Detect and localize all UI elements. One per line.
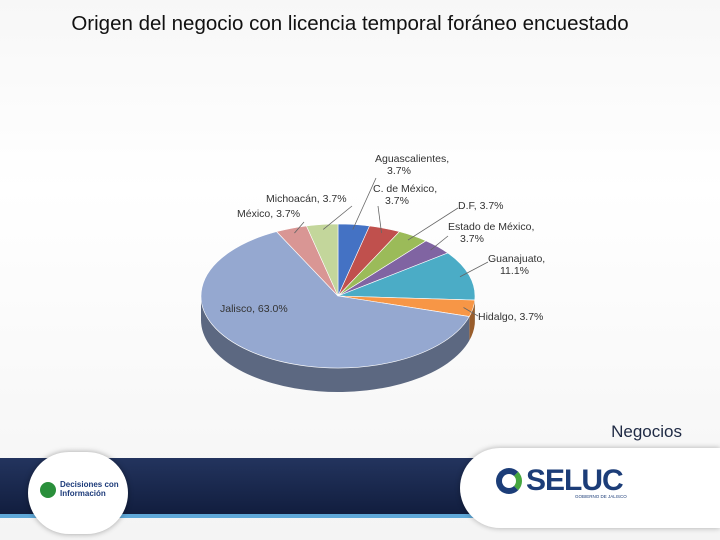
leader-line-hidalgo [463,307,479,317]
section-label: Negocios [611,422,682,441]
data-label-hidalgo: Hidalgo, 3.7% [478,311,543,323]
pie-slice-guanajuato [337,252,476,301]
page-title: Origen del negocio con licencia temporal… [71,12,629,35]
seluc-logo: SELUC GOBIERNO DE JALISCO [460,448,720,528]
leader-line-d-f [407,207,459,241]
leader-line-c-de-mexico [377,205,382,234]
seluc-logo-icon [496,468,522,494]
seluc-logo-subtext: GOBIERNO DE JALISCO [575,494,627,499]
data-label-estado-de-mexico: Estado de México, 3.7% [448,221,534,245]
data-label-aguascalientes: Aguascalientes, 3.7% [375,153,449,177]
seluc-logo-text: SELUC [526,464,624,497]
pie-chart: Aguascalientes, 3.7% C. de México, 3.7% D.F,… [200,153,545,392]
decisiones-logo: Decisiones con Información [28,452,128,534]
pie-side-jalisco [201,296,470,392]
leader-line-michoacan [322,205,353,230]
footer-banner: Decisiones con Información SELUC GOBIERN… [0,448,720,540]
data-label-mexico: México, 3.7% [237,208,300,220]
pie-slice-jalisco [200,231,470,369]
data-label-jalisco: Jalisco, 63.0% [220,303,288,315]
leader-line-guanajuato [459,261,489,278]
leader-line-mexico [294,221,305,234]
data-label-michoacan: Michoacán, 3.7% [266,193,347,205]
footer-stripe [0,514,720,518]
data-label-c-de-mexico: C. de México, 3.7% [373,183,437,207]
data-label-guanajuato: Guanajuato, 11.1% [488,253,545,277]
leader-line-estado-de-mexico [430,235,449,251]
pie-slice-michoacan [305,223,339,297]
leader-line-aguascalientes [352,177,377,230]
decisiones-logo-text: Decisiones con Información [60,480,119,498]
data-label-d-f: D.F, 3.7% [458,200,504,212]
pie-side-hidalgo [469,300,475,341]
decisiones-logo-icon [40,482,56,498]
